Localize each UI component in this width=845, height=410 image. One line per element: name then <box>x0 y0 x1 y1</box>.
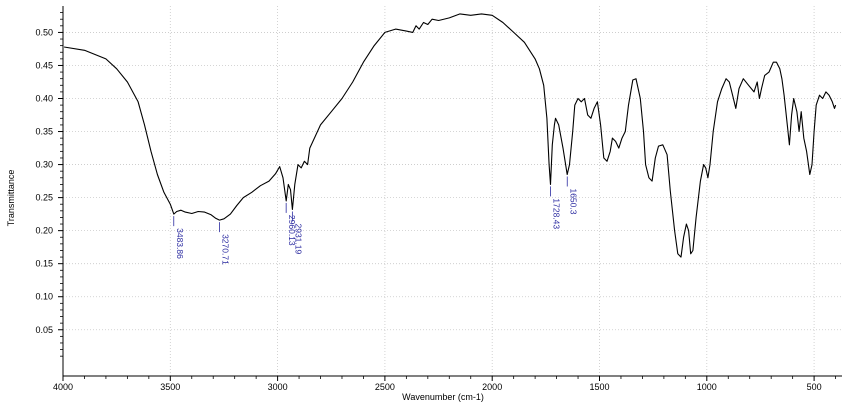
x-tick-label: 500 <box>807 382 822 392</box>
y-tick-label: 0.50 <box>35 27 53 37</box>
x-tick-label: 3500 <box>160 382 180 392</box>
peak-label: 3483.86 <box>175 228 185 259</box>
grid-layer <box>62 6 842 376</box>
y-tick-label: 0.45 <box>35 60 53 70</box>
y-axis-label: Transmittance <box>6 170 16 227</box>
x-tick-label: 3000 <box>268 382 288 392</box>
x-tick-label: 1000 <box>697 382 717 392</box>
peak-label: 3270.71 <box>221 234 231 265</box>
x-tick-label: 4000 <box>53 382 73 392</box>
x-axis-label: Wavenumber (cm-1) <box>402 392 484 402</box>
x-tick-label: 2500 <box>375 382 395 392</box>
x-tick-label: 2000 <box>482 382 502 392</box>
y-tick-label: 0.15 <box>35 259 53 269</box>
y-tick-label: 0.30 <box>35 160 53 170</box>
x-tick-label: 1500 <box>589 382 609 392</box>
peak-label: 1650.3 <box>568 188 578 214</box>
y-tick-label: 0.35 <box>35 127 53 137</box>
peak-label: 2960.13 <box>287 215 297 246</box>
y-tick-label: 0.20 <box>35 226 53 236</box>
series-layer <box>64 13 837 258</box>
y-tick-label: 0.05 <box>35 325 53 335</box>
peak-label: 1728.43 <box>551 198 561 229</box>
axis-layer: 4000 3500 3000 2500 2000 1500 1000 500 0.05 0.10 0… <box>35 6 842 392</box>
spectrum-line <box>64 13 837 258</box>
peak-label: 2931.19 <box>293 224 303 255</box>
y-tick-label: 0.25 <box>35 193 53 203</box>
y-tick-label: 0.10 <box>35 292 53 302</box>
y-tick-label: 0.40 <box>35 94 53 104</box>
